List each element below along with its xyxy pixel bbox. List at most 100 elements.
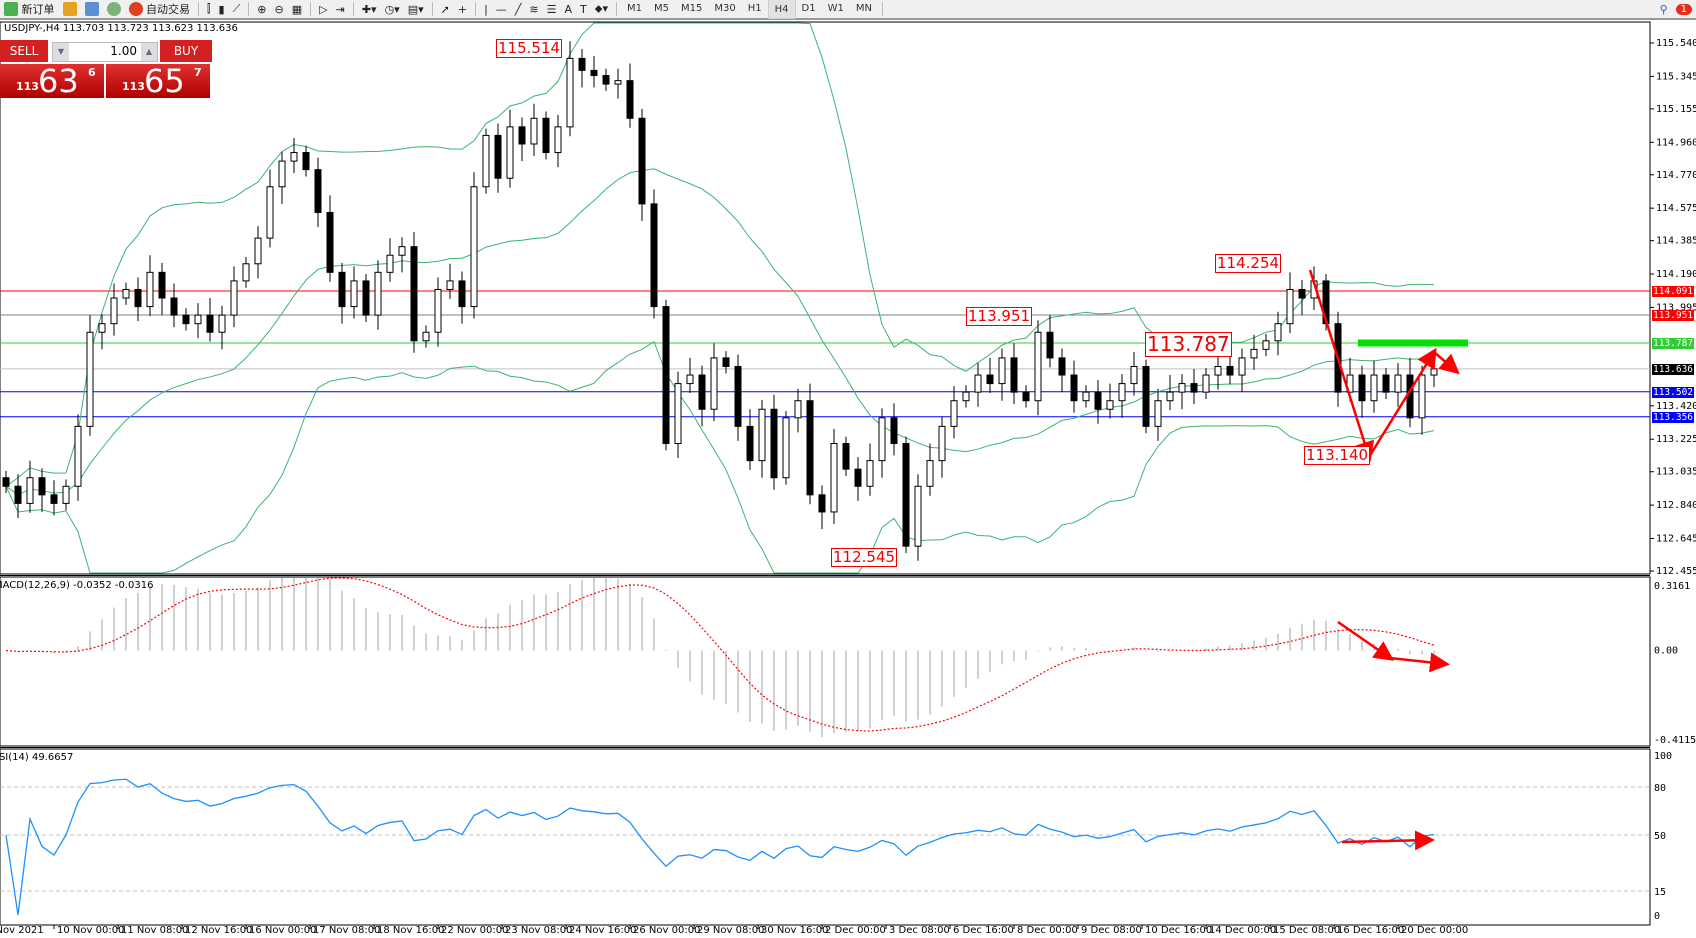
- divider: [616, 2, 617, 16]
- vertical-line-icon[interactable]: |: [484, 2, 488, 16]
- price-level-badge: 113.356: [1652, 411, 1694, 423]
- candle-body: [914, 485, 922, 547]
- candle-body: [734, 365, 742, 427]
- buy-price-prefix: 113: [122, 80, 145, 93]
- templates-icon[interactable]: ▤▾: [407, 2, 424, 16]
- buy-price-pips: 65: [144, 62, 185, 100]
- candle-body: [1190, 383, 1198, 393]
- candle: [1070, 360, 1078, 413]
- book-icon: [62, 2, 77, 16]
- periods-clock-icon[interactable]: ◷▾: [384, 2, 400, 16]
- horizontal-line-icon[interactable]: —: [495, 2, 507, 16]
- time-axis-label: 9 Nov 2021: [0, 925, 44, 936]
- candle: [1082, 385, 1090, 408]
- candle: [218, 305, 226, 350]
- trendline-icon[interactable]: ╱: [514, 2, 522, 16]
- candle-body: [1358, 374, 1366, 402]
- timeframe-mn[interactable]: MN: [855, 2, 872, 14]
- timeframe-w1[interactable]: W1: [827, 2, 844, 14]
- market-watch-button[interactable]: [81, 0, 103, 18]
- auto-trading-button[interactable]: 自动交易: [125, 0, 195, 18]
- divider: [352, 2, 354, 16]
- sell-button[interactable]: SELL: [0, 40, 48, 62]
- lot-increase-button[interactable]: ▲: [141, 43, 157, 61]
- trend-arrow: [1367, 347, 1437, 458]
- new-order-button[interactable]: 新订单: [0, 0, 59, 18]
- sell-price[interactable]: 113 63 6: [0, 62, 104, 100]
- time-axis-label: 10 Dec 16:00: [1145, 925, 1213, 936]
- timeframe-h1[interactable]: H1: [747, 2, 762, 14]
- candle: [86, 315, 94, 436]
- candle-body: [614, 80, 622, 85]
- time-axis-label: 22 Nov 00:00: [441, 925, 509, 936]
- search-icon[interactable]: ⚲: [1659, 2, 1668, 16]
- equidistant-channel-icon[interactable]: ≋: [529, 2, 539, 16]
- candle: [38, 468, 46, 512]
- candle: [50, 480, 58, 516]
- candle-body: [818, 494, 826, 513]
- time-axis-label: 15 Dec 08:00: [1273, 925, 1341, 936]
- tile-windows-icon[interactable]: ▦: [291, 2, 303, 16]
- candle-body: [254, 237, 262, 265]
- price-annotation: 113.951: [966, 307, 1033, 326]
- candle: [98, 314, 106, 350]
- zoom-in-icon[interactable]: ⊕: [257, 2, 267, 16]
- candle-body: [1430, 368, 1438, 376]
- macd-label: MACD(12,26,9) -0.0352 -0.0316: [0, 580, 154, 591]
- candle-body: [602, 75, 610, 85]
- candle-body: [506, 126, 514, 179]
- timeframe-m5[interactable]: M5: [654, 2, 669, 14]
- trend-arrow: [1337, 620, 1395, 661]
- candle-body: [758, 408, 766, 462]
- crosshair-icon[interactable]: +: [457, 2, 468, 16]
- lot-decrease-button[interactable]: ▼: [53, 43, 69, 61]
- lot-size-input[interactable]: ▼ 1.00 ▲: [52, 42, 158, 62]
- price-annotation: 113.140: [1304, 446, 1371, 465]
- buy-button[interactable]: BUY: [160, 40, 212, 62]
- line-chart-button[interactable]: ⟋: [232, 2, 241, 15]
- autoscroll-icon[interactable]: ▷: [319, 2, 328, 16]
- rsi-panel: [0, 748, 1651, 926]
- main-panel: [0, 21, 1651, 575]
- notifications-button[interactable]: 1: [1672, 0, 1696, 18]
- buy-price[interactable]: 113 65 7: [106, 62, 210, 100]
- chart-shift-icon[interactable]: ⇥: [335, 2, 345, 16]
- divider: [198, 2, 199, 16]
- divider: [310, 2, 312, 16]
- candle: [1022, 385, 1030, 408]
- bar-chart-button[interactable]: ⫿: [207, 2, 211, 15]
- candlestick-button[interactable]: ▮: [218, 2, 225, 16]
- candle: [446, 263, 454, 299]
- indicators-button[interactable]: ✚▾: [361, 2, 377, 16]
- timeframe-m1[interactable]: M1: [627, 2, 642, 14]
- zoom-out-icon[interactable]: ⊖: [274, 2, 284, 16]
- candle-body: [722, 357, 730, 367]
- candle: [230, 266, 238, 328]
- macd-panel: [0, 576, 1651, 747]
- candle: [806, 383, 814, 505]
- fibonacci-icon[interactable]: ☰: [546, 2, 557, 16]
- sell-price-fraction: 6: [88, 66, 96, 79]
- timeframe-d1[interactable]: D1: [801, 2, 816, 14]
- candle: [278, 151, 286, 204]
- candle: [1394, 363, 1402, 407]
- candle-body: [458, 280, 466, 308]
- candle-body: [554, 126, 562, 154]
- metaeditor-button[interactable]: [59, 0, 81, 18]
- cursor-icon[interactable]: ➚: [440, 2, 450, 16]
- text-label-icon[interactable]: T: [580, 2, 587, 16]
- candle: [350, 266, 358, 319]
- candle-body: [1070, 374, 1078, 402]
- timeframe-h4[interactable]: H4: [767, 0, 796, 19]
- signals-button[interactable]: [103, 0, 125, 18]
- timeframe-m15[interactable]: M15: [681, 2, 703, 14]
- candle-body: [62, 485, 70, 504]
- candle: [602, 68, 610, 91]
- candle: [1106, 383, 1114, 419]
- text-icon[interactable]: A: [564, 2, 573, 16]
- sell-price-pips: 63: [38, 62, 79, 100]
- arrows-icon[interactable]: ⬥▾: [594, 2, 608, 15]
- timeframe-m30[interactable]: M30: [714, 2, 736, 14]
- candle-body: [518, 126, 526, 145]
